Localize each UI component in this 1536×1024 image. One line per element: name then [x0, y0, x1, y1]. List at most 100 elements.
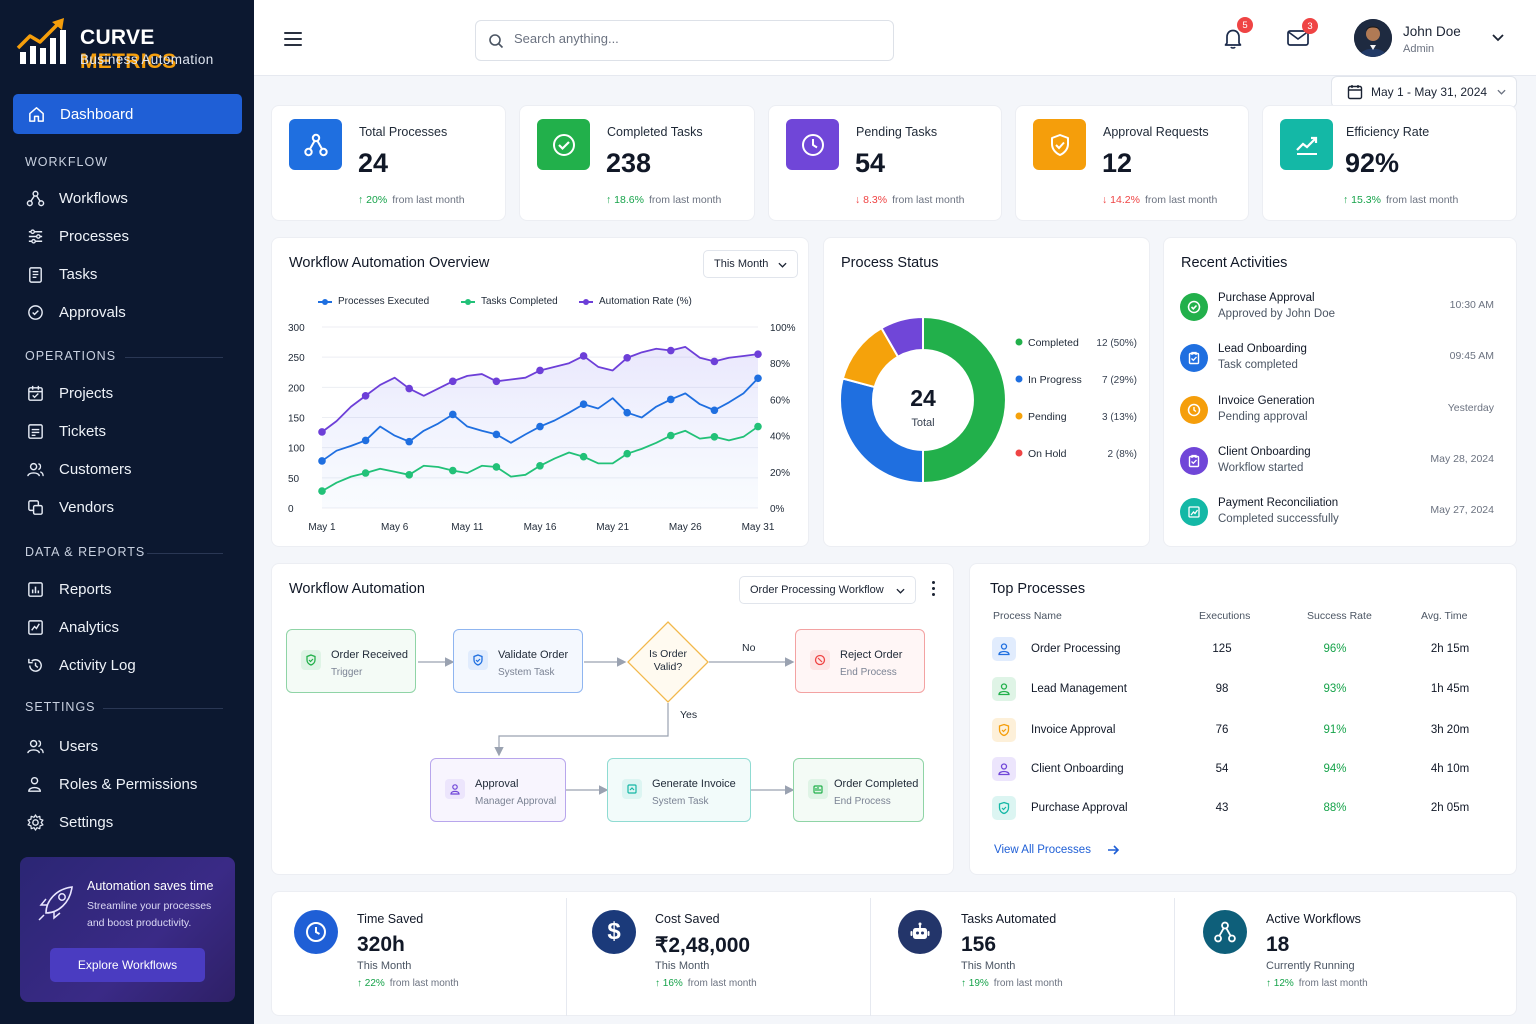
bottom-stat-value: 156: [961, 933, 997, 956]
table-row[interactable]: Order Processing 125 96% 2h 15m: [970, 635, 1518, 665]
sidebar-item-processes[interactable]: Processes: [26, 221, 236, 251]
view-all-processes-link[interactable]: View All Processes: [994, 844, 1120, 856]
search-input[interactable]: [514, 31, 874, 46]
brand-logo[interactable]: CURVE METRICS Business Automation: [16, 16, 246, 73]
menu-toggle-icon[interactable]: [284, 32, 302, 46]
table-row[interactable]: Lead Management 98 93% 1h 45m: [970, 675, 1518, 705]
flow-node-reject-order[interactable]: Reject Order End Process: [795, 629, 925, 693]
stat-value: 92%: [1345, 148, 1400, 178]
avatar[interactable]: [1354, 19, 1392, 57]
decision-line-1: Is Order: [649, 648, 687, 660]
date-range-picker[interactable]: May 1 - May 31, 2024: [1331, 76, 1517, 108]
table-row[interactable]: Invoice Approval 76 91% 3h 20m: [970, 716, 1518, 746]
check-icon: [1187, 300, 1201, 314]
process-name: Invoice Approval: [1031, 724, 1116, 736]
stat-delta: ↓ 8.3% from last month: [855, 194, 965, 206]
section-divider: [125, 357, 223, 358]
sidebar-item-activity-log[interactable]: Activity Log: [26, 650, 236, 680]
activity-item[interactable]: Lead Onboarding Task completed 09:45 AM: [1180, 338, 1500, 378]
sidebar-item-vendors[interactable]: Vendors: [26, 492, 236, 522]
bottom-stat-time-saved[interactable]: Time Saved 320h This Month ↑ 22% from las…: [272, 892, 566, 1022]
table-row[interactable]: Purchase Approval 43 88% 2h 05m: [970, 794, 1518, 824]
more-options-icon[interactable]: [932, 581, 936, 597]
stat-delta-value: 14.2%: [1110, 194, 1140, 206]
sidebar-item-users[interactable]: Users: [26, 731, 236, 761]
flow-decision-node[interactable]: Is Order Valid?: [638, 648, 698, 674]
bottom-stat-value: 320h: [357, 933, 405, 956]
sidebar-item-roles-permissions[interactable]: Roles & Permissions: [26, 769, 236, 799]
process-executions: 125: [1212, 643, 1232, 655]
process-name: Client Onboarding: [1031, 763, 1124, 775]
sidebar-item-dashboard[interactable]: Dashboard: [13, 94, 242, 134]
messages-button[interactable]: 3: [1286, 18, 1318, 55]
legend-value: 12 (50%): [1096, 338, 1137, 349]
bottom-stat-active-workflows[interactable]: Active Workflows 18 Currently Running ↑ …: [1181, 892, 1511, 1022]
donut-center-value: 24: [910, 385, 936, 411]
process-executions: 76: [1215, 724, 1229, 736]
table-row[interactable]: Client Onboarding 54 94% 4h 10m: [970, 755, 1518, 785]
bottom-stat-value: ₹2,48,000: [655, 934, 751, 957]
user-name[interactable]: John Doe: [1403, 24, 1461, 39]
activity-item[interactable]: Purchase Approval Approved by John Doe 1…: [1180, 287, 1500, 327]
flow-node-sub: System Task: [498, 667, 555, 678]
activity-time: 10:30 AM: [1449, 299, 1494, 311]
sidebar-item-workflows[interactable]: Workflows: [26, 183, 236, 213]
legend-processes-executed: Processes Executed: [318, 296, 429, 307]
dollar-icon: $: [607, 918, 621, 945]
sidebar-item-settings[interactable]: Settings: [26, 807, 236, 837]
flow-node-validate-order[interactable]: Validate Order System Task: [453, 629, 583, 693]
stat-card-efficiency-rate[interactable]: Efficiency Rate 92% ↑ 15.3% from last mon…: [1262, 105, 1517, 221]
flow-node-order-completed[interactable]: Order Completed End Process: [793, 758, 924, 822]
notifications-button[interactable]: 5: [1221, 17, 1253, 54]
history-icon: [28, 658, 42, 672]
sidebar-item-reports[interactable]: Reports: [26, 574, 236, 604]
data-point: [579, 452, 588, 461]
flow-node-order-received[interactable]: Order Received Trigger: [286, 629, 416, 693]
process-icon-wrap: [992, 718, 1016, 742]
range-select[interactable]: This Month: [703, 250, 798, 278]
search-box[interactable]: [475, 20, 894, 61]
stat-card-pending-tasks[interactable]: Pending Tasks 54 ↓ 8.3% from last month: [768, 105, 1002, 221]
explore-workflows-button[interactable]: Explore Workflows: [50, 948, 205, 982]
flow-node-title: Approval: [475, 778, 519, 790]
sidebar-item-label: Tickets: [59, 422, 106, 440]
stat-value: 12: [1102, 148, 1133, 178]
flow-node-generate-invoice[interactable]: Generate Invoice System Task: [607, 758, 751, 822]
sidebar-item-label: Activity Log: [59, 656, 136, 674]
shield-icon: [998, 723, 1010, 737]
user-check-icon: [450, 784, 460, 795]
flow-node-approval[interactable]: Approval Manager Approval: [430, 758, 566, 822]
activity-item[interactable]: Invoice Generation Pending approval Yest…: [1180, 390, 1500, 430]
overview-chart-card: Workflow Automation Overview This Month …: [271, 237, 809, 547]
shield-icon: [998, 801, 1010, 815]
flow-node-sub: End Process: [840, 667, 897, 678]
sidebar-item-tickets[interactable]: Tickets: [26, 416, 236, 446]
activity-time: May 27, 2024: [1430, 504, 1494, 516]
chevron-down-icon[interactable]: [1492, 34, 1504, 42]
bottom-stat-title: Active Workflows: [1266, 912, 1361, 926]
stat-card-completed-tasks[interactable]: Completed Tasks 238 ↑ 18.6% from last mon…: [519, 105, 755, 221]
sidebar-item-projects[interactable]: Projects: [26, 378, 236, 408]
bottom-stat-tasks-automated[interactable]: Tasks Automated 156 This Month ↑ 19% from…: [876, 892, 1174, 1022]
sidebar-item-tasks[interactable]: Tasks: [26, 259, 236, 289]
brand-tagline: Business Automation: [80, 52, 214, 67]
activity-item[interactable]: Client Onboarding Workflow started May 2…: [1180, 441, 1500, 481]
process-success-rate: 96%: [1323, 643, 1347, 655]
sidebar-item-approvals[interactable]: Approvals: [26, 297, 236, 327]
workflow-select[interactable]: Order Processing Workflow: [739, 576, 916, 604]
home-icon: [29, 106, 44, 122]
legend-dot: [1015, 412, 1023, 420]
activity-item[interactable]: Payment Reconciliation Completed success…: [1180, 492, 1500, 532]
legend-swatch: [461, 298, 475, 306]
bottom-stat-cost-saved[interactable]: $ Cost Saved ₹2,48,000 This Month ↑ 16% f…: [570, 892, 870, 1022]
stat-card-approval-requests[interactable]: Approval Requests 12 ↓ 14.2% from last mo…: [1015, 105, 1249, 221]
sidebar-item-analytics[interactable]: Analytics: [26, 612, 236, 642]
stat-card-total-processes[interactable]: Total Processes 24 ↑ 20% from last month: [271, 105, 506, 221]
activity-sub: Approved by John Doe: [1218, 308, 1335, 320]
sidebar-item-customers[interactable]: Customers: [26, 454, 236, 484]
y-tick-right: 100%: [770, 323, 796, 334]
bottom-stat-icon-wrap: [1203, 910, 1247, 954]
arrow-right-icon: [1107, 845, 1120, 855]
process-executions: 43: [1215, 802, 1229, 814]
data-point: [449, 410, 457, 419]
